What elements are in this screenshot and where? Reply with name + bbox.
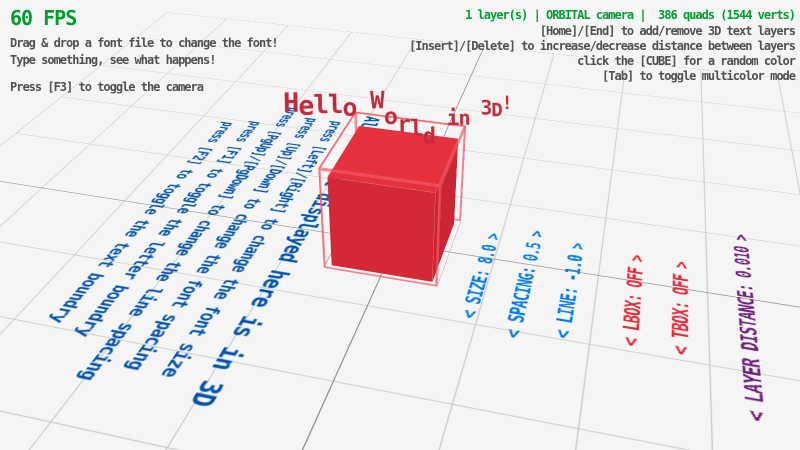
option-label: < LAYER DISTANCE: 0.010 > [729,233,772,425]
wave-letter: o [383,102,398,131]
hud-right-help: 1 layer(s) | ORBITAL camera | 386 quads … [409,8,796,84]
ground-options: < SIZE: 8.0 > < SPACING: 0.5 > < LINE: -1.… [405,159,795,450]
cube-wireframe [318,111,467,287]
wave-letter: l [327,89,343,121]
wave-letter: e [298,90,314,122]
type-hint: Type something, see what happens! [10,53,216,67]
drag-drop-hint: Drag & drop a font file to change the fo… [10,36,279,50]
wave-letter: d [422,124,436,150]
wave-letter: W [369,86,384,115]
status-bar: 1 layer(s) | ORBITAL camera | 386 quads … [465,8,796,22]
wave-letter [356,85,370,114]
hud-right-line: [Insert]/[Delete] to increase/decrease d… [409,39,796,53]
wave-letter: D [491,99,502,122]
cube-wire-face-west [318,168,442,287]
wave-letter: r [396,111,411,139]
wave-letter: H [282,87,299,119]
wave-letter: n [458,105,470,130]
wave-letter: o [342,92,357,122]
ground-help-line: press [F1] to toggle the letter boundry [69,120,266,339]
wave-text-3d: Hello World in 3D! [282,82,512,149]
hud-left-help: Drag & drop a font file to change the fo… [10,35,279,96]
camera-toggle-hint: Press [F3] to toggle the camera [10,80,204,94]
hud-right-line: [Home]/[End] to add/remove 3D text layer… [539,24,796,38]
wave-letter: ! [501,93,512,115]
wave-letter: 3 [480,96,492,120]
hud-right-line: click the [CUBE] for a random color [577,54,796,68]
wave-letter [469,88,480,112]
wave-letter [434,88,446,113]
hud-right-line: [Tab] to toggle multicolor mode [602,69,796,83]
wave-letter: i [446,105,459,131]
fps-counter: 60 FPS [10,6,77,30]
wave-letter: l [409,115,423,142]
wave-letter: l [313,90,329,121]
